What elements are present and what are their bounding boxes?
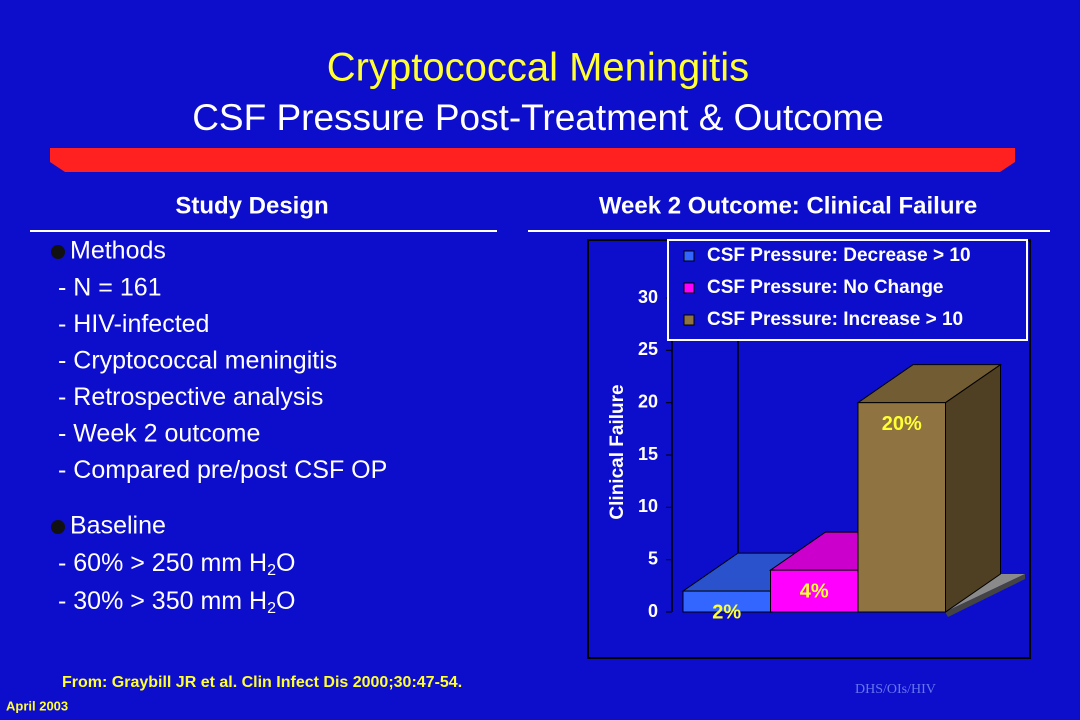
list-item: - Week 2 outcome [58,420,260,448]
list-item: - Cryptococcal meningitis [58,347,337,375]
legend-swatch [683,282,695,294]
text-run: - 30% > 350 mm H [58,587,267,615]
value-label: 2% [712,601,741,623]
y-tick-label: 30 [638,287,658,307]
bar-side [945,363,1001,613]
bullet-label: Methods [70,237,166,265]
text-run: 2 [267,562,276,579]
chart: 0 5 10 15 20 25 30 Clinical Failure 2% 4% 20% CSF P… [607,239,1028,623]
y-tick-label: 10 [638,496,658,516]
y-tick-label: 25 [638,339,658,359]
title-rule [50,148,1015,172]
heading: Study Design [175,192,328,219]
list-item: - N = 161 [58,274,162,302]
bullet [51,520,65,534]
title: Cryptococcal Meningitis [327,46,749,90]
bullet-label: Baseline [70,512,166,540]
legend-swatch [683,250,695,262]
text-run: O [276,549,295,577]
list-item: - Retrospective analysis [58,383,323,411]
bar [857,402,946,613]
legend-box [667,239,1028,341]
list: - N = 161 - HIV-infected - Cryptococcal me… [58,274,387,485]
list-item: - 60% > 250 mm H2O [58,549,295,580]
list-item: - 30% > 350 mm H2O [58,587,295,618]
value-label: 20% [882,413,922,435]
value-label: 4% [800,580,829,602]
y-tick-label: 15 [638,444,658,464]
bullet [51,245,65,259]
date: April 2003 [6,698,68,713]
list-item: - Compared pre/post CSF OP [58,456,387,484]
text-run: - 60% > 250 mm H [58,549,267,577]
text-run: O [276,587,295,615]
floor-edge [945,574,1025,617]
y-tick-label: 20 [638,391,658,411]
heading: Week 2 Outcome: Clinical Failure [599,192,977,219]
legend-label: CSF Pressure: Decrease > 10 [707,245,971,266]
bar [770,569,859,613]
legend-label: CSF Pressure: Increase > 10 [707,309,963,330]
list: - 60% > 250 mm H2O- 30% > 350 mm H2O [58,549,295,618]
tag: DHS/OIs/HIV [855,682,936,697]
legend-label: CSF Pressure: No Change [707,277,944,298]
list-item: - HIV-infected [58,310,209,338]
y-axis-label: Clinical Failure [607,384,628,519]
y-tick-label: 0 [648,601,658,621]
source: From: Graybill JR et al. Clin Infect Dis… [62,674,462,691]
text-run: 2 [267,600,276,617]
y-tick-label: 5 [648,548,658,568]
subtitle: CSF Pressure Post-Treatment & Outcome [192,97,884,138]
legend-swatch [683,314,695,326]
